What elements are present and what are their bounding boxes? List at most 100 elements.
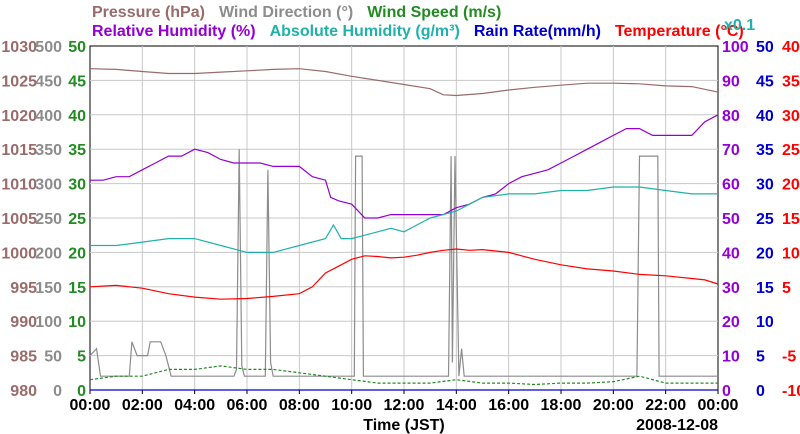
y-tick-label: 50	[68, 39, 86, 56]
y-tick-label: 20	[756, 245, 774, 262]
y-tick-label: 15	[756, 280, 774, 297]
x-tick-label: 06:00	[227, 397, 268, 414]
legend-label: Wind Speed (m/s)	[367, 4, 501, 21]
y-tick-label: 90	[722, 73, 740, 90]
title-row-2: Relative Humidity (%) Absolute Humidity (…	[92, 23, 744, 40]
y-tick-label: 25	[756, 211, 774, 228]
y-tick-label: 45	[68, 73, 86, 90]
y-tick-label: 1015	[1, 142, 37, 159]
date-label: 2008-12-08	[636, 417, 718, 434]
y-tick-label: 1005	[1, 211, 37, 228]
y-tick-label: 70	[722, 142, 740, 159]
legend-label: Temperature (°C)	[615, 23, 744, 40]
x-tick-label: 00:00	[70, 397, 111, 414]
y-tick-label: 150	[35, 280, 62, 297]
y-tick-label: 30	[782, 108, 800, 125]
x-tick-label: 02:00	[122, 397, 163, 414]
y-tick-label: 15	[68, 280, 86, 297]
title-row-1: Pressure (hPa) Wind Direction (°) Wind Spe…	[92, 4, 501, 21]
y-tick-label: 45	[756, 73, 774, 90]
y-tick-label: 400	[35, 108, 62, 125]
y-tick-label: 10	[756, 314, 774, 331]
legend-label: Wind Direction (°)	[219, 4, 353, 21]
y-tick-label: 10	[722, 349, 740, 366]
y-tick-label: 35	[68, 142, 86, 159]
legend-label: Rain Rate(mm/h)	[474, 23, 601, 40]
y-tick-label: 20	[68, 245, 86, 262]
y-tick-label: 300	[35, 177, 62, 194]
y-tick-label: 5	[77, 349, 86, 366]
y-tick-label: 30	[756, 177, 774, 194]
y-tick-label: 10	[68, 314, 86, 331]
x-tick-label: 20:00	[593, 397, 634, 414]
x-tick-label: 12:00	[384, 397, 425, 414]
y-tick-label: 1025	[1, 73, 37, 90]
series-line	[90, 186, 718, 253]
y-tick-label: 40	[722, 245, 740, 262]
y-tick-label: 25	[68, 211, 86, 228]
x-tick-label: 00:00	[698, 397, 739, 414]
series-line	[89, 248, 719, 300]
y-tick-label: 40	[756, 108, 774, 125]
series-line	[89, 149, 718, 377]
y-tick-label: 35	[756, 142, 774, 159]
series-line	[89, 68, 719, 97]
x-axis-label: Time (JST)	[363, 417, 445, 434]
y-tick-label: 20	[722, 314, 740, 331]
y-tick-label: 200	[35, 245, 62, 262]
grid-lines	[90, 46, 718, 390]
y-tick-label: 1010	[1, 177, 37, 194]
x-tick-label: 16:00	[488, 397, 529, 414]
y-tick-label: 50	[44, 349, 62, 366]
y-tick-label: 20	[782, 177, 800, 194]
x-tick-label: 04:00	[174, 397, 215, 414]
y-tick-label: 0	[722, 383, 731, 400]
y-tick-label: 350	[35, 142, 62, 159]
y-tick-label: 40	[68, 108, 86, 125]
y-tick-label: -10	[782, 383, 800, 400]
y-tick-label: 985	[10, 349, 37, 366]
y-tick-label: 250	[35, 211, 62, 228]
y-tick-label: 1020	[1, 108, 37, 125]
y-tick-label: 450	[35, 73, 62, 90]
y-tick-label: 5	[756, 349, 765, 366]
y-tick-label: 100	[35, 314, 62, 331]
y-tick-label: 40	[782, 39, 800, 56]
y-tick-label: 990	[10, 314, 37, 331]
y-tick-label: 80	[722, 108, 740, 125]
series-layer	[89, 68, 719, 391]
y-tick-label: 10	[782, 245, 800, 262]
x-factor-label: x0.1	[724, 17, 755, 34]
x-tick-label: 08:00	[279, 397, 320, 414]
legend-label: Absolute Humidity (g/m³)	[270, 23, 460, 40]
left-axes: 1030102510201015101010051000995990985980…	[1, 39, 86, 400]
series-line	[90, 114, 719, 219]
y-tick-label: 30	[68, 177, 86, 194]
x-axis: 00:00 02:00 04:00 06:00 08:00 10:00 12:00 14:00…	[70, 390, 739, 414]
y-tick-label: 995	[10, 280, 37, 297]
y-tick-label: 25	[782, 142, 800, 159]
y-tick-label: 980	[10, 383, 37, 400]
y-tick-label: 500	[35, 39, 62, 56]
y-tick-label: -5	[782, 349, 796, 366]
y-tick-label: 0	[53, 383, 62, 400]
y-tick-label: 50	[756, 39, 774, 56]
x-tick-label: 22:00	[645, 397, 686, 414]
series-line	[89, 365, 718, 386]
y-tick-label: 60	[722, 177, 740, 194]
y-tick-label: 0	[77, 383, 86, 400]
y-tick-label: 5	[782, 280, 791, 297]
legend-label: Relative Humidity (%)	[92, 23, 256, 40]
x-tick-label: 14:00	[436, 397, 477, 414]
y-tick-label: 0	[756, 383, 765, 400]
y-tick-label: 15	[782, 211, 800, 228]
right-axes: 1009080706050403020100504540353025201510…	[722, 39, 800, 400]
y-tick-label: 30	[722, 280, 740, 297]
y-tick-label: 100	[722, 39, 749, 56]
x-tick-label: 18:00	[541, 397, 582, 414]
y-tick-label: 50	[722, 211, 740, 228]
y-tick-label: 1000	[1, 245, 37, 262]
y-tick-label: 35	[782, 73, 800, 90]
y-tick-label: 1030	[1, 39, 37, 56]
